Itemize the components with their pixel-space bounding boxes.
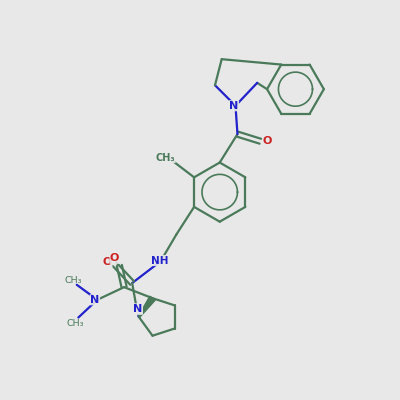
Text: CH₃: CH₃ [65, 276, 82, 284]
Text: N: N [133, 304, 142, 314]
Text: O: O [110, 253, 119, 263]
Text: N: N [90, 295, 100, 305]
Text: NH: NH [151, 256, 168, 266]
Text: N: N [229, 101, 238, 111]
Text: N: N [133, 304, 142, 314]
Text: O: O [103, 257, 112, 267]
Text: CH₃: CH₃ [66, 318, 84, 328]
Polygon shape [138, 296, 155, 318]
Text: CH₃: CH₃ [156, 152, 175, 162]
Text: O: O [263, 136, 272, 146]
